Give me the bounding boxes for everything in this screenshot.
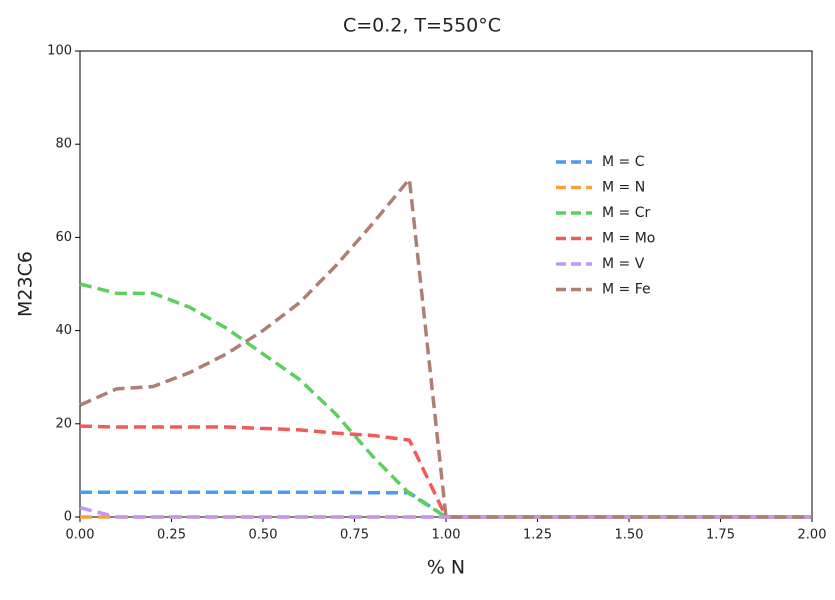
- y-tick-label: 100: [47, 44, 72, 59]
- x-tick-label: 1.50: [615, 528, 644, 543]
- legend-label: M = Mo: [602, 231, 655, 247]
- chart-title: C=0.2, T=550°C: [343, 15, 501, 37]
- y-axis-label: M23C6: [15, 251, 37, 317]
- x-tick-label: 0.50: [249, 528, 278, 543]
- legend-label: M = Cr: [602, 205, 650, 221]
- series-line: [79, 424, 812, 519]
- y-tick-label: 80: [55, 137, 72, 152]
- y-tick-label: 0: [64, 510, 72, 525]
- x-tick-label: 0.00: [66, 528, 95, 543]
- series-line: [79, 174, 812, 519]
- legend-label: M = C: [602, 154, 645, 170]
- x-tick-label: 2.00: [798, 528, 827, 543]
- y-tick-label: 20: [55, 416, 72, 431]
- x-tick-label: 1.75: [706, 528, 735, 543]
- legend-label: M = N: [602, 180, 645, 196]
- x-tick-label: 1.00: [432, 528, 461, 543]
- x-axis-label: % N: [427, 557, 465, 579]
- x-tick-label: 1.25: [523, 528, 552, 543]
- x-tick-label: 0.75: [340, 528, 369, 543]
- plot-frame: [79, 50, 813, 518]
- legend-label: M = V: [602, 256, 645, 272]
- x-tick-label: 0.25: [157, 528, 186, 543]
- y-tick-label: 40: [55, 323, 72, 338]
- series-line: [80, 490, 812, 519]
- y-tick-label: 60: [55, 230, 72, 245]
- series-line: [79, 505, 812, 519]
- series-line: [79, 282, 812, 519]
- legend-label: M = Fe: [602, 282, 651, 298]
